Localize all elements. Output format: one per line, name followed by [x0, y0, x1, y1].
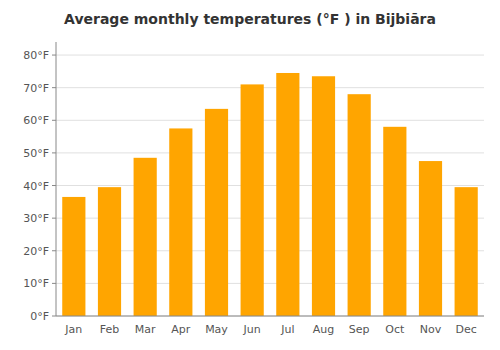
y-tick-label: 30°F [23, 212, 49, 225]
y-tick-label: 0°F [30, 310, 49, 323]
bar [241, 84, 264, 316]
y-tick [52, 120, 56, 121]
chart: Average monthly temperatures (°F ) in Bi… [0, 0, 500, 350]
bar [312, 76, 335, 316]
y-tick-label: 80°F [23, 49, 49, 62]
bar [348, 94, 371, 316]
x-tick-label: Oct [385, 323, 405, 336]
bar [419, 161, 442, 316]
y-tick [52, 218, 56, 219]
bar [383, 127, 406, 316]
y-tick [52, 316, 56, 317]
y-tick [52, 250, 56, 251]
bar [98, 187, 121, 316]
bar [62, 197, 85, 316]
grid-line [56, 120, 484, 121]
bars [62, 73, 478, 316]
y-axis-line [56, 42, 57, 316]
grid-line [56, 152, 484, 153]
x-tick-label: Mar [135, 323, 156, 336]
x-tick-label: Jun [243, 323, 261, 336]
y-tick [52, 55, 56, 56]
x-tick-label: Feb [100, 323, 119, 336]
x-axis-line [56, 316, 484, 317]
axes: 0°F 10°F 20°F 30°F 40°F 50°F 60°F 70°F 80°F [23, 42, 484, 323]
bar [169, 128, 192, 316]
y-tick-label: 60°F [23, 114, 49, 127]
chart-container: Average monthly temperatures (°F ) in Bi… [0, 0, 500, 350]
bar [134, 158, 157, 316]
y-tick-label: 20°F [23, 245, 49, 258]
x-tick-label: Apr [171, 323, 191, 336]
y-tick-label: 40°F [23, 180, 49, 193]
x-tick-label: May [205, 323, 228, 336]
y-tick-label: 10°F [23, 277, 49, 290]
grid-line [56, 316, 484, 317]
bar [276, 73, 299, 316]
bar [205, 109, 228, 316]
y-tick [52, 152, 56, 153]
x-tick-label: Jan [64, 323, 82, 336]
y-tick-label: 50°F [23, 147, 49, 160]
grid-line [56, 87, 484, 88]
y-tick [52, 185, 56, 186]
y-tick [52, 87, 56, 88]
x-tick-label: Jul [280, 323, 294, 336]
x-tick-label: Nov [420, 323, 442, 336]
bar [455, 187, 478, 316]
y-tick [52, 283, 56, 284]
x-tick-label: Aug [313, 323, 334, 336]
y-tick-label: 70°F [23, 82, 49, 95]
grid-line [56, 55, 484, 56]
title: Average monthly temperatures (°F ) in Bi… [64, 11, 436, 27]
x-tick-label: Sep [349, 323, 370, 336]
x-tick-label: Dec [456, 323, 477, 336]
